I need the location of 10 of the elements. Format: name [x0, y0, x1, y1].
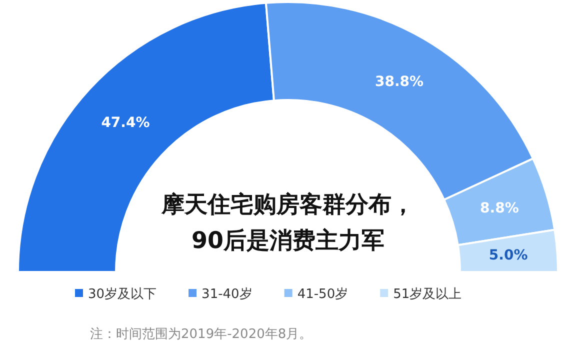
legend-label: 30岁及以下 [88, 287, 157, 302]
text: 摩天住宅购房客群分布， 90后是消费主力军 [160, 191, 414, 254]
legend-label: 51岁及以上 [393, 287, 462, 302]
text: 注：时间范围为2019年-2020年8月。 [90, 327, 312, 342]
data-label: 38.8% [375, 74, 424, 90]
legend-label: 41-50岁 [297, 287, 348, 302]
data-label: 8.8% [480, 200, 519, 217]
data-label: 47.4% [101, 115, 150, 132]
legend-label: 31-40岁 [202, 287, 252, 302]
data-label: 5.0% [488, 248, 528, 264]
